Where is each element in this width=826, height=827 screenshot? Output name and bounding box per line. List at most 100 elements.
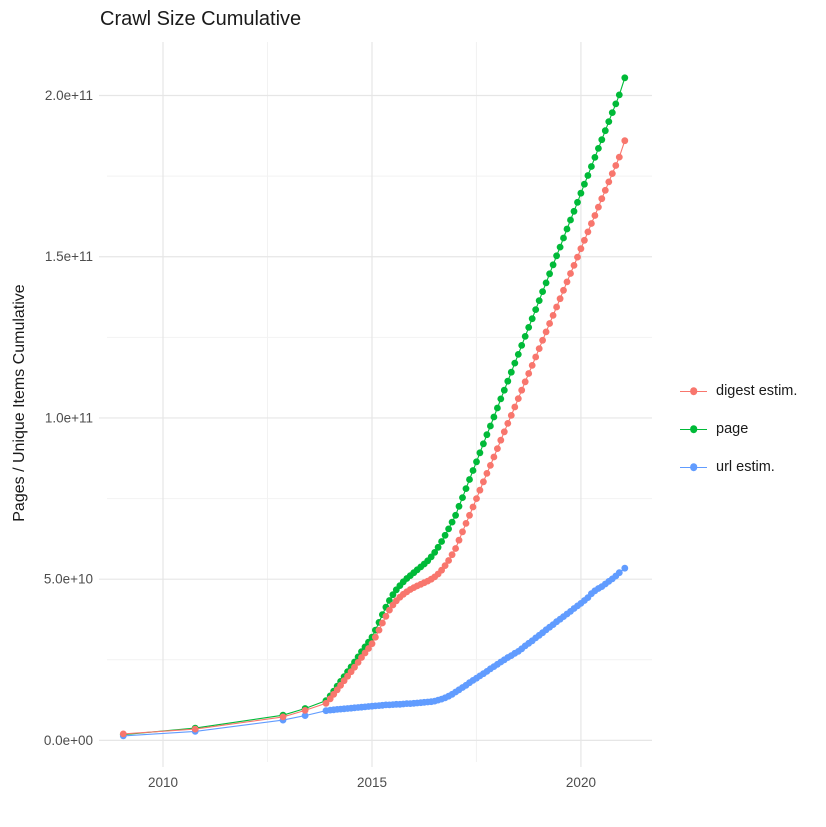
data-point — [601, 186, 609, 194]
data-point — [379, 619, 386, 627]
data-point — [372, 633, 379, 641]
data-point — [581, 236, 588, 244]
legend-item-page: page — [680, 416, 797, 442]
data-point — [567, 270, 574, 277]
data-point — [301, 712, 309, 719]
data-point — [621, 137, 629, 145]
data-point — [598, 195, 606, 203]
data-point — [487, 462, 494, 469]
data-point — [601, 127, 609, 135]
chart-title: Crawl Size Cumulative — [100, 8, 302, 30]
data-point — [514, 395, 522, 402]
data-point — [577, 245, 585, 253]
data-point — [605, 178, 613, 186]
data-point — [375, 626, 383, 634]
y-tick-label: 1.0e+11 — [45, 410, 93, 425]
legend-label: url estim. — [716, 459, 775, 475]
y-tick-label: 1.5e+11 — [45, 249, 93, 264]
data-point — [494, 445, 501, 452]
data-point — [553, 303, 560, 311]
data-point — [584, 172, 592, 179]
data-point — [542, 328, 550, 336]
data-point — [514, 351, 522, 358]
data-point — [354, 659, 362, 666]
data-point — [469, 503, 477, 511]
data-point — [574, 198, 581, 206]
data-point — [567, 216, 574, 224]
data-point — [546, 270, 553, 278]
data-point — [598, 136, 606, 144]
data-point — [504, 377, 512, 385]
data-point — [570, 207, 578, 215]
data-point — [301, 707, 309, 714]
legend-item-digest-estim: digest estim. — [680, 378, 797, 404]
data-point — [588, 220, 595, 227]
data-point — [556, 243, 564, 251]
data-point — [466, 476, 473, 483]
data-point — [549, 312, 557, 319]
data-point — [535, 297, 543, 304]
data-point — [365, 645, 372, 652]
data-point — [119, 730, 127, 738]
data-point — [563, 278, 571, 286]
data-point — [497, 395, 505, 403]
data-point — [448, 518, 456, 526]
y-tick-label: 0.0e+00 — [44, 733, 93, 748]
legend-item-url-estim: url estim. — [680, 454, 797, 480]
data-point — [500, 386, 508, 394]
data-point — [532, 306, 540, 313]
data-point — [584, 228, 592, 236]
data-point — [480, 478, 487, 486]
data-point — [462, 520, 470, 527]
data-point — [528, 315, 536, 323]
data-point — [570, 262, 578, 269]
series-line — [123, 567, 626, 737]
data-point — [487, 422, 494, 430]
data-point — [279, 713, 287, 721]
data-point — [608, 170, 616, 178]
data-point — [483, 431, 491, 439]
data-point — [507, 412, 515, 419]
data-point — [612, 100, 620, 108]
data-point — [382, 612, 390, 620]
data-point — [476, 449, 484, 457]
data-point — [560, 234, 567, 242]
data-point — [521, 333, 529, 340]
data-point — [542, 279, 550, 287]
data-point — [445, 525, 452, 533]
data-point — [445, 557, 452, 564]
legend-key-icon — [680, 416, 707, 442]
data-point — [581, 180, 588, 188]
legend-key-icon — [680, 454, 707, 480]
data-point — [563, 225, 571, 233]
data-point — [525, 324, 533, 331]
data-point — [469, 467, 477, 474]
x-tick-label: 2010 — [148, 775, 178, 790]
data-point — [459, 494, 466, 501]
data-point — [546, 320, 553, 327]
data-point — [605, 118, 613, 125]
data-point — [511, 359, 519, 367]
data-point — [615, 569, 623, 577]
data-point — [337, 681, 344, 689]
data-point — [560, 286, 567, 294]
data-point — [497, 436, 505, 444]
data-point — [539, 336, 546, 344]
data-point — [368, 640, 376, 648]
data-point — [483, 470, 491, 477]
data-point — [621, 74, 629, 82]
data-point — [438, 538, 445, 545]
data-point — [490, 453, 498, 461]
data-point — [577, 189, 585, 197]
data-point — [462, 485, 470, 492]
legend-key-dot — [689, 387, 698, 395]
data-point — [389, 591, 397, 599]
data-point — [455, 502, 463, 510]
data-point — [466, 511, 473, 519]
data-point — [518, 386, 526, 394]
data-point — [553, 252, 560, 260]
data-point — [507, 368, 515, 376]
data-point — [574, 253, 581, 261]
data-point — [438, 566, 445, 574]
